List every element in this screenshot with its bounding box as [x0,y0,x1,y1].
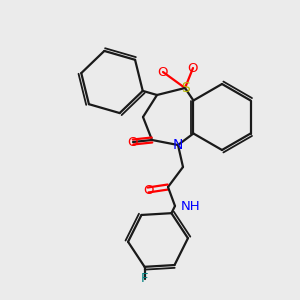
Text: S: S [181,81,189,95]
Text: O: O [158,65,168,79]
Text: F: F [141,272,148,285]
Text: O: O [188,61,198,74]
Text: N: N [173,138,183,152]
Text: O: O [143,184,153,196]
Text: O: O [128,136,138,148]
Text: NH: NH [181,200,201,212]
